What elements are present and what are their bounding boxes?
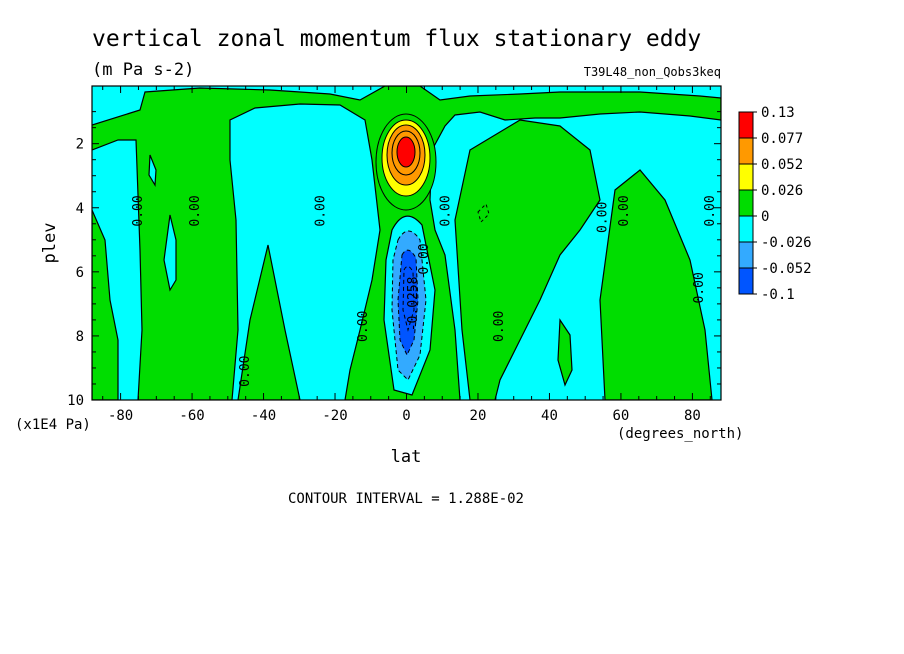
x-tick-label: 20 <box>470 408 487 424</box>
contour-field: 0.00 0.00 0.00 0.00 0.00 0.00 0.00 0.00 0.00 0.00… <box>92 86 721 400</box>
positive-core <box>391 130 421 176</box>
colorbar-swatch <box>738 163 754 191</box>
x-tick-label: 40 <box>541 408 558 424</box>
contour-label: 0.00 <box>131 195 146 226</box>
colorbar-swatch <box>738 111 754 139</box>
contour-label: 0.00 <box>417 243 432 274</box>
colorbar-label: 0.026 <box>761 183 803 199</box>
x-tick-label: -40 <box>251 408 276 424</box>
contour-label: 0.00 <box>238 356 253 387</box>
negative-region <box>163 214 177 292</box>
contour-label: 0.00 <box>692 272 707 303</box>
positive-region <box>557 318 573 387</box>
colorbar-label: 0.077 <box>761 131 803 147</box>
colorbar-label: -0.1 <box>761 287 795 303</box>
dashed-contour <box>477 203 490 223</box>
x-tick-label: 0 <box>402 408 410 424</box>
negative-core <box>402 266 415 332</box>
y-tick-label: 2 <box>76 137 84 153</box>
y-axis: 2 4 6 8 10 <box>67 111 721 409</box>
contour-labels: 0.00 0.00 0.00 0.00 0.00 0.00 0.00 0.00 0.00 0.00… <box>131 195 718 387</box>
contour-label: 0.00 <box>492 311 507 342</box>
colorbar: 0.13 0.077 0.052 0.026 0 -0.026 -0.052 -0.1 <box>738 105 812 303</box>
run-label: T39L48_non_Qobs3keq <box>584 65 721 79</box>
x-tick-label: -20 <box>322 408 347 424</box>
contour-label: 0.00 <box>596 202 611 233</box>
positive-region <box>92 209 119 400</box>
x-axis: -80 -60 -40 -20 0 20 40 60 80 <box>102 86 711 424</box>
contour-label: 0.00 <box>188 195 203 226</box>
contour-interval-label: CONTOUR INTERVAL = 1.288E-02 <box>288 491 524 507</box>
x-units-label: (degrees_north) <box>617 426 743 442</box>
chart-title: vertical zonal momentum flux stationary … <box>92 26 701 52</box>
positive-region <box>599 169 713 400</box>
x-tick-label: 80 <box>684 408 701 424</box>
x-tick-label: 60 <box>613 408 630 424</box>
colorbar-swatch <box>738 241 754 269</box>
x-tick-label: -80 <box>108 408 133 424</box>
colorbar-swatch <box>738 215 754 243</box>
positive-core <box>396 136 416 168</box>
colorbar-label: -0.026 <box>761 235 812 251</box>
units-label: (m Pa s-2) <box>92 60 194 80</box>
contour-label: 0.00 <box>617 195 632 226</box>
colorbar-label: 0.052 <box>761 157 803 173</box>
contour-label: 0.00 <box>703 195 718 226</box>
positive-region <box>237 244 301 400</box>
y-tick-label: 6 <box>76 265 84 281</box>
colorbar-swatch <box>738 267 754 295</box>
contour-label: 0.00 <box>313 195 328 226</box>
y-units-label: (x1E4 Pa) <box>15 417 91 433</box>
y-tick-label: 4 <box>76 201 84 217</box>
colorbar-label: -0.052 <box>761 261 812 277</box>
colorbar-label: 0 <box>761 209 769 225</box>
negative-region <box>148 154 157 187</box>
colorbar-label: 0.13 <box>761 105 795 121</box>
x-tick-label: -60 <box>179 408 204 424</box>
colorbar-swatch <box>738 189 754 217</box>
contour-label: 0.00 <box>438 195 453 226</box>
colorbar-swatch <box>738 137 754 165</box>
y-tick-label: 8 <box>76 329 84 345</box>
y-axis-label: plev <box>40 223 60 264</box>
contour-label: 0.00 <box>356 311 371 342</box>
contour-label: -0.0258 <box>406 276 421 331</box>
x-axis-label: lat <box>391 447 422 467</box>
y-tick-label: 10 <box>67 393 84 409</box>
positive-region <box>454 119 601 400</box>
